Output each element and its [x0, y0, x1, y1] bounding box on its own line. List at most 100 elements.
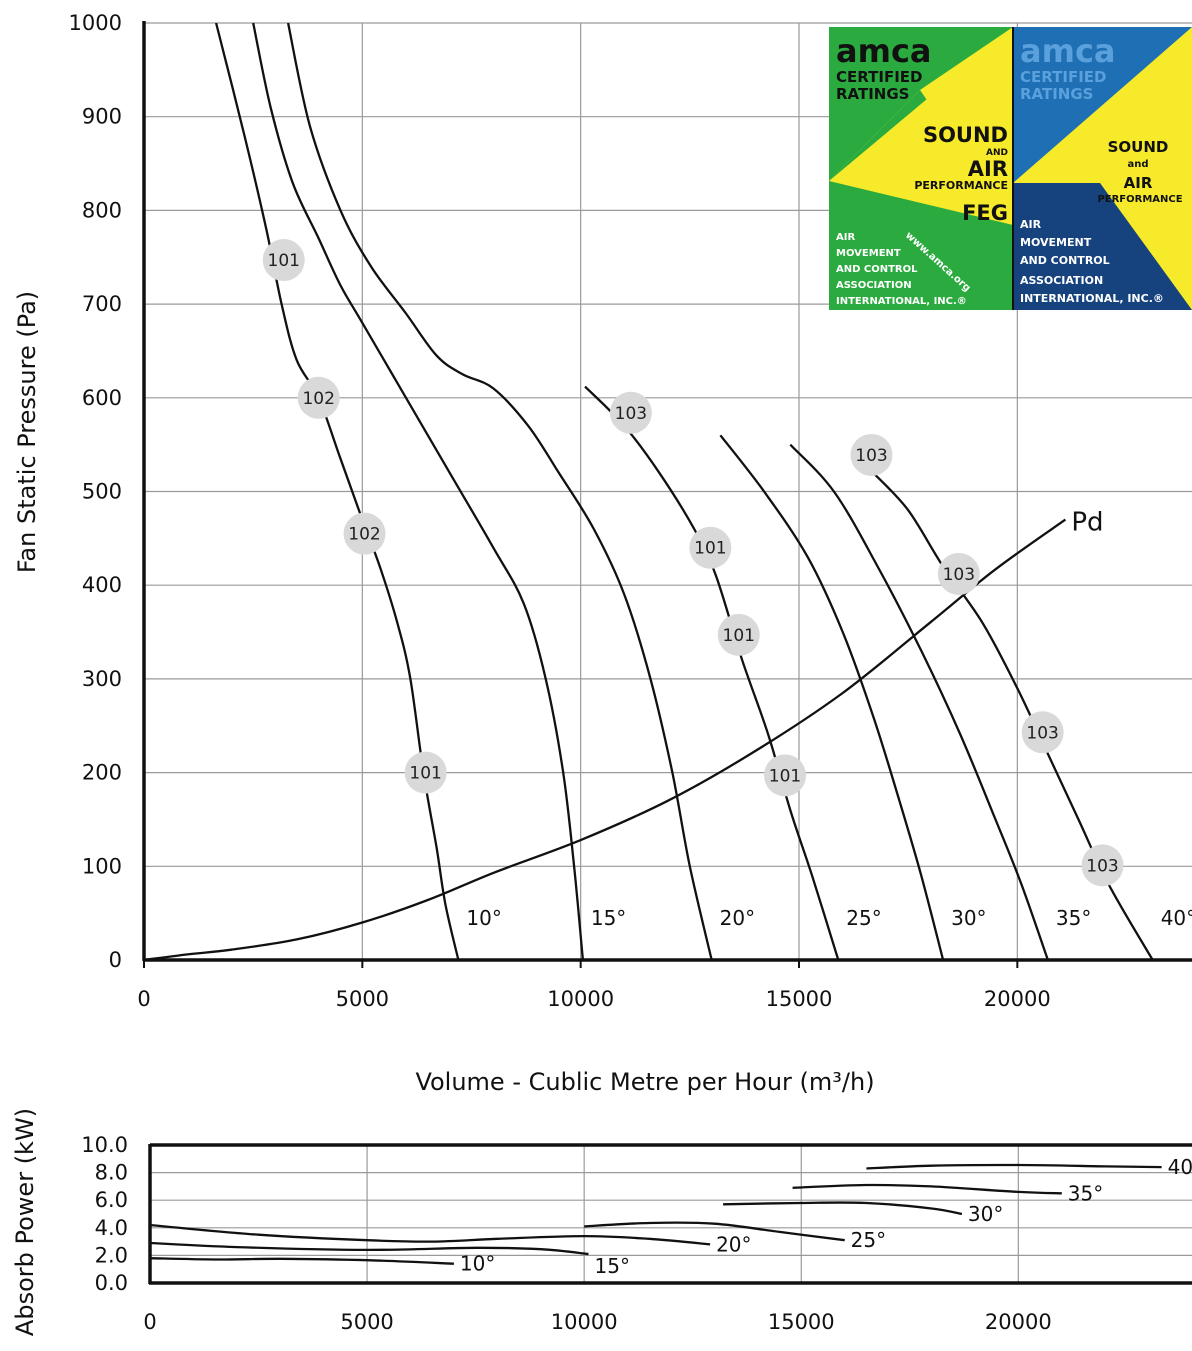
main-y-tick-1000: 1000 — [69, 11, 122, 35]
main-y-axis-title: Fan Static Pressure (Pa) — [13, 291, 41, 573]
logo-blue-org1: AIR — [1020, 218, 1042, 231]
pow-y-tick-80: 8.0 — [95, 1161, 128, 1185]
main-angle-label-30: 30° — [951, 906, 986, 930]
pow-angle-label-25: 25° — [851, 1228, 886, 1252]
main-curve-35 — [789, 443, 1049, 961]
logo-blue-line1: CERTIFIED — [1020, 68, 1106, 86]
main-angle-label-10: 10° — [466, 906, 501, 930]
badge-label-1: 102 — [302, 389, 334, 409]
main-curve-40 — [872, 472, 1154, 961]
pow-angle-label-15: 15° — [595, 1254, 630, 1278]
pow-angle-label-20: 20° — [716, 1232, 751, 1256]
badge-label-7: 101 — [769, 766, 801, 786]
badge-circle-9 — [937, 552, 980, 595]
badge-label-11: 103 — [1086, 856, 1118, 876]
badge-label-6: 101 — [723, 626, 755, 646]
pow-angle-label-40: 40 — [1168, 1155, 1192, 1179]
main-x-tick-20000: 20000 — [984, 987, 1051, 1011]
badge-circle-8 — [850, 433, 893, 476]
logo-green-air: AIR — [968, 157, 1008, 181]
badge-label-2: 102 — [348, 525, 380, 545]
pow-curve-30 — [723, 1201, 963, 1216]
main-x-tick-0: 0 — [137, 987, 150, 1011]
pow-y-tick-00: 0.0 — [95, 1271, 128, 1295]
pow-curve-15 — [149, 1241, 589, 1256]
main-curve-30 — [719, 434, 945, 961]
main-angle-label-35: 35° — [1056, 906, 1091, 930]
main-chart-badges: 101 102 102 101 103 101 101 101 103 103 103 103 — [262, 239, 1124, 887]
logo-green-performance: PERFORMANCE — [914, 179, 1008, 192]
pow-x-tick-10000: 10000 — [551, 1310, 618, 1334]
main-x-axis-title: Volume - Cublic Metre per Hour (m³/h) — [415, 1068, 874, 1096]
badge-circle-2 — [343, 512, 386, 555]
badge-circle-3 — [404, 751, 447, 794]
badge-circle-1 — [297, 376, 340, 419]
power-y-axis-title: Absorb Power (kW) — [11, 1108, 39, 1336]
pow-x-tick-0: 0 — [143, 1310, 156, 1334]
logo-green-feg: FEG — [962, 201, 1008, 225]
main-y-tick-900: 900 — [82, 105, 122, 129]
logo-blue-brand: amca — [1020, 32, 1116, 70]
main-y-tick-400: 400 — [82, 573, 122, 597]
logo-blue-sound: SOUND — [1108, 138, 1169, 156]
pow-x-tick-15000: 15000 — [768, 1310, 835, 1334]
pow-angle-label-30: 30° — [968, 1202, 1003, 1226]
pow-y-tick-40: 4.0 — [95, 1216, 128, 1240]
logo-green-and: AND — [986, 148, 1008, 158]
badge-circle-10 — [1021, 711, 1064, 754]
pow-curve-25 — [584, 1221, 845, 1242]
badge-label-3: 101 — [409, 764, 441, 784]
amca-logo-green: amca CERTIFIED RATINGS SOUND AND AIR PER… — [829, 27, 1013, 310]
logo-green-brand: amca — [836, 32, 932, 70]
pow-y-tick-20: 2.0 — [95, 1243, 128, 1267]
pow-y-tick-60: 6.0 — [95, 1188, 128, 1212]
badge-label-8: 103 — [855, 446, 887, 466]
badge-label-0: 101 — [268, 251, 300, 271]
main-y-tick-0: 0 — [109, 948, 122, 972]
main-curve-10 — [214, 22, 460, 961]
badge-circle-11 — [1081, 844, 1124, 887]
main-x-tick-15000: 15000 — [766, 987, 833, 1011]
main-y-tick-100: 100 — [82, 854, 122, 878]
power-chart-curves — [149, 1163, 1162, 1265]
power-chart-grid: 0 5000 10000 15000 20000 0.0 2.0 4.0 6.0 8.0 10.0 — [81, 1133, 1192, 1334]
logo-green-line1: CERTIFIED — [836, 68, 922, 86]
logo-blue-org5: INTERNATIONAL, INC.® — [1020, 292, 1164, 305]
main-y-tick-300: 300 — [82, 667, 122, 691]
pow-curve-35 — [792, 1183, 1062, 1195]
main-curve-Pd — [143, 518, 1067, 962]
logo-blue-air: AIR — [1124, 174, 1153, 192]
pow-x-tick-20000: 20000 — [985, 1310, 1052, 1334]
main-angle-label-25: 25° — [846, 906, 881, 930]
pow-angle-label-10: 10° — [460, 1252, 495, 1276]
pow-curve-40 — [866, 1163, 1162, 1170]
logo-blue-and: and — [1127, 159, 1148, 170]
badge-circle-7 — [764, 754, 807, 797]
badge-circle-0 — [262, 239, 305, 282]
logo-green-org5: INTERNATIONAL, INC.® — [836, 296, 967, 307]
main-curve-15 — [252, 22, 585, 961]
main-y-tick-500: 500 — [82, 480, 122, 504]
logo-blue-line2: RATINGS — [1020, 85, 1093, 103]
logo-blue-org4: ASSOCIATION — [1020, 274, 1103, 287]
main-y-tick-800: 800 — [82, 198, 122, 222]
badge-label-9: 103 — [943, 565, 975, 585]
power-chart-labels: 10° 15° 20° 25° 30° 35° 40 — [460, 1155, 1192, 1278]
logo-green-sound: SOUND — [923, 123, 1008, 147]
logo-blue-org2: MOVEMENT — [1020, 236, 1092, 249]
main-y-tick-600: 600 — [82, 386, 122, 410]
pow-x-tick-5000: 5000 — [340, 1310, 393, 1334]
main-y-tick-200: 200 — [82, 761, 122, 785]
logo-green-org1: AIR — [836, 232, 855, 243]
main-chart-labels: 10° 15° 20° 25° 30° 35° 40° Pd — [466, 508, 1192, 930]
logo-blue-org3: AND CONTROL — [1020, 254, 1110, 267]
logo-green-org2: MOVEMENT — [836, 248, 901, 259]
logo-green-org3: AND CONTROL — [836, 264, 918, 275]
main-x-tick-10000: 10000 — [547, 987, 614, 1011]
main-angle-label-20: 20° — [720, 906, 755, 930]
main-angle-label-15: 15° — [591, 906, 626, 930]
main-curve-25 — [584, 385, 840, 961]
badge-circle-5 — [689, 526, 732, 569]
main-angle-label-40: 40° — [1161, 906, 1192, 930]
